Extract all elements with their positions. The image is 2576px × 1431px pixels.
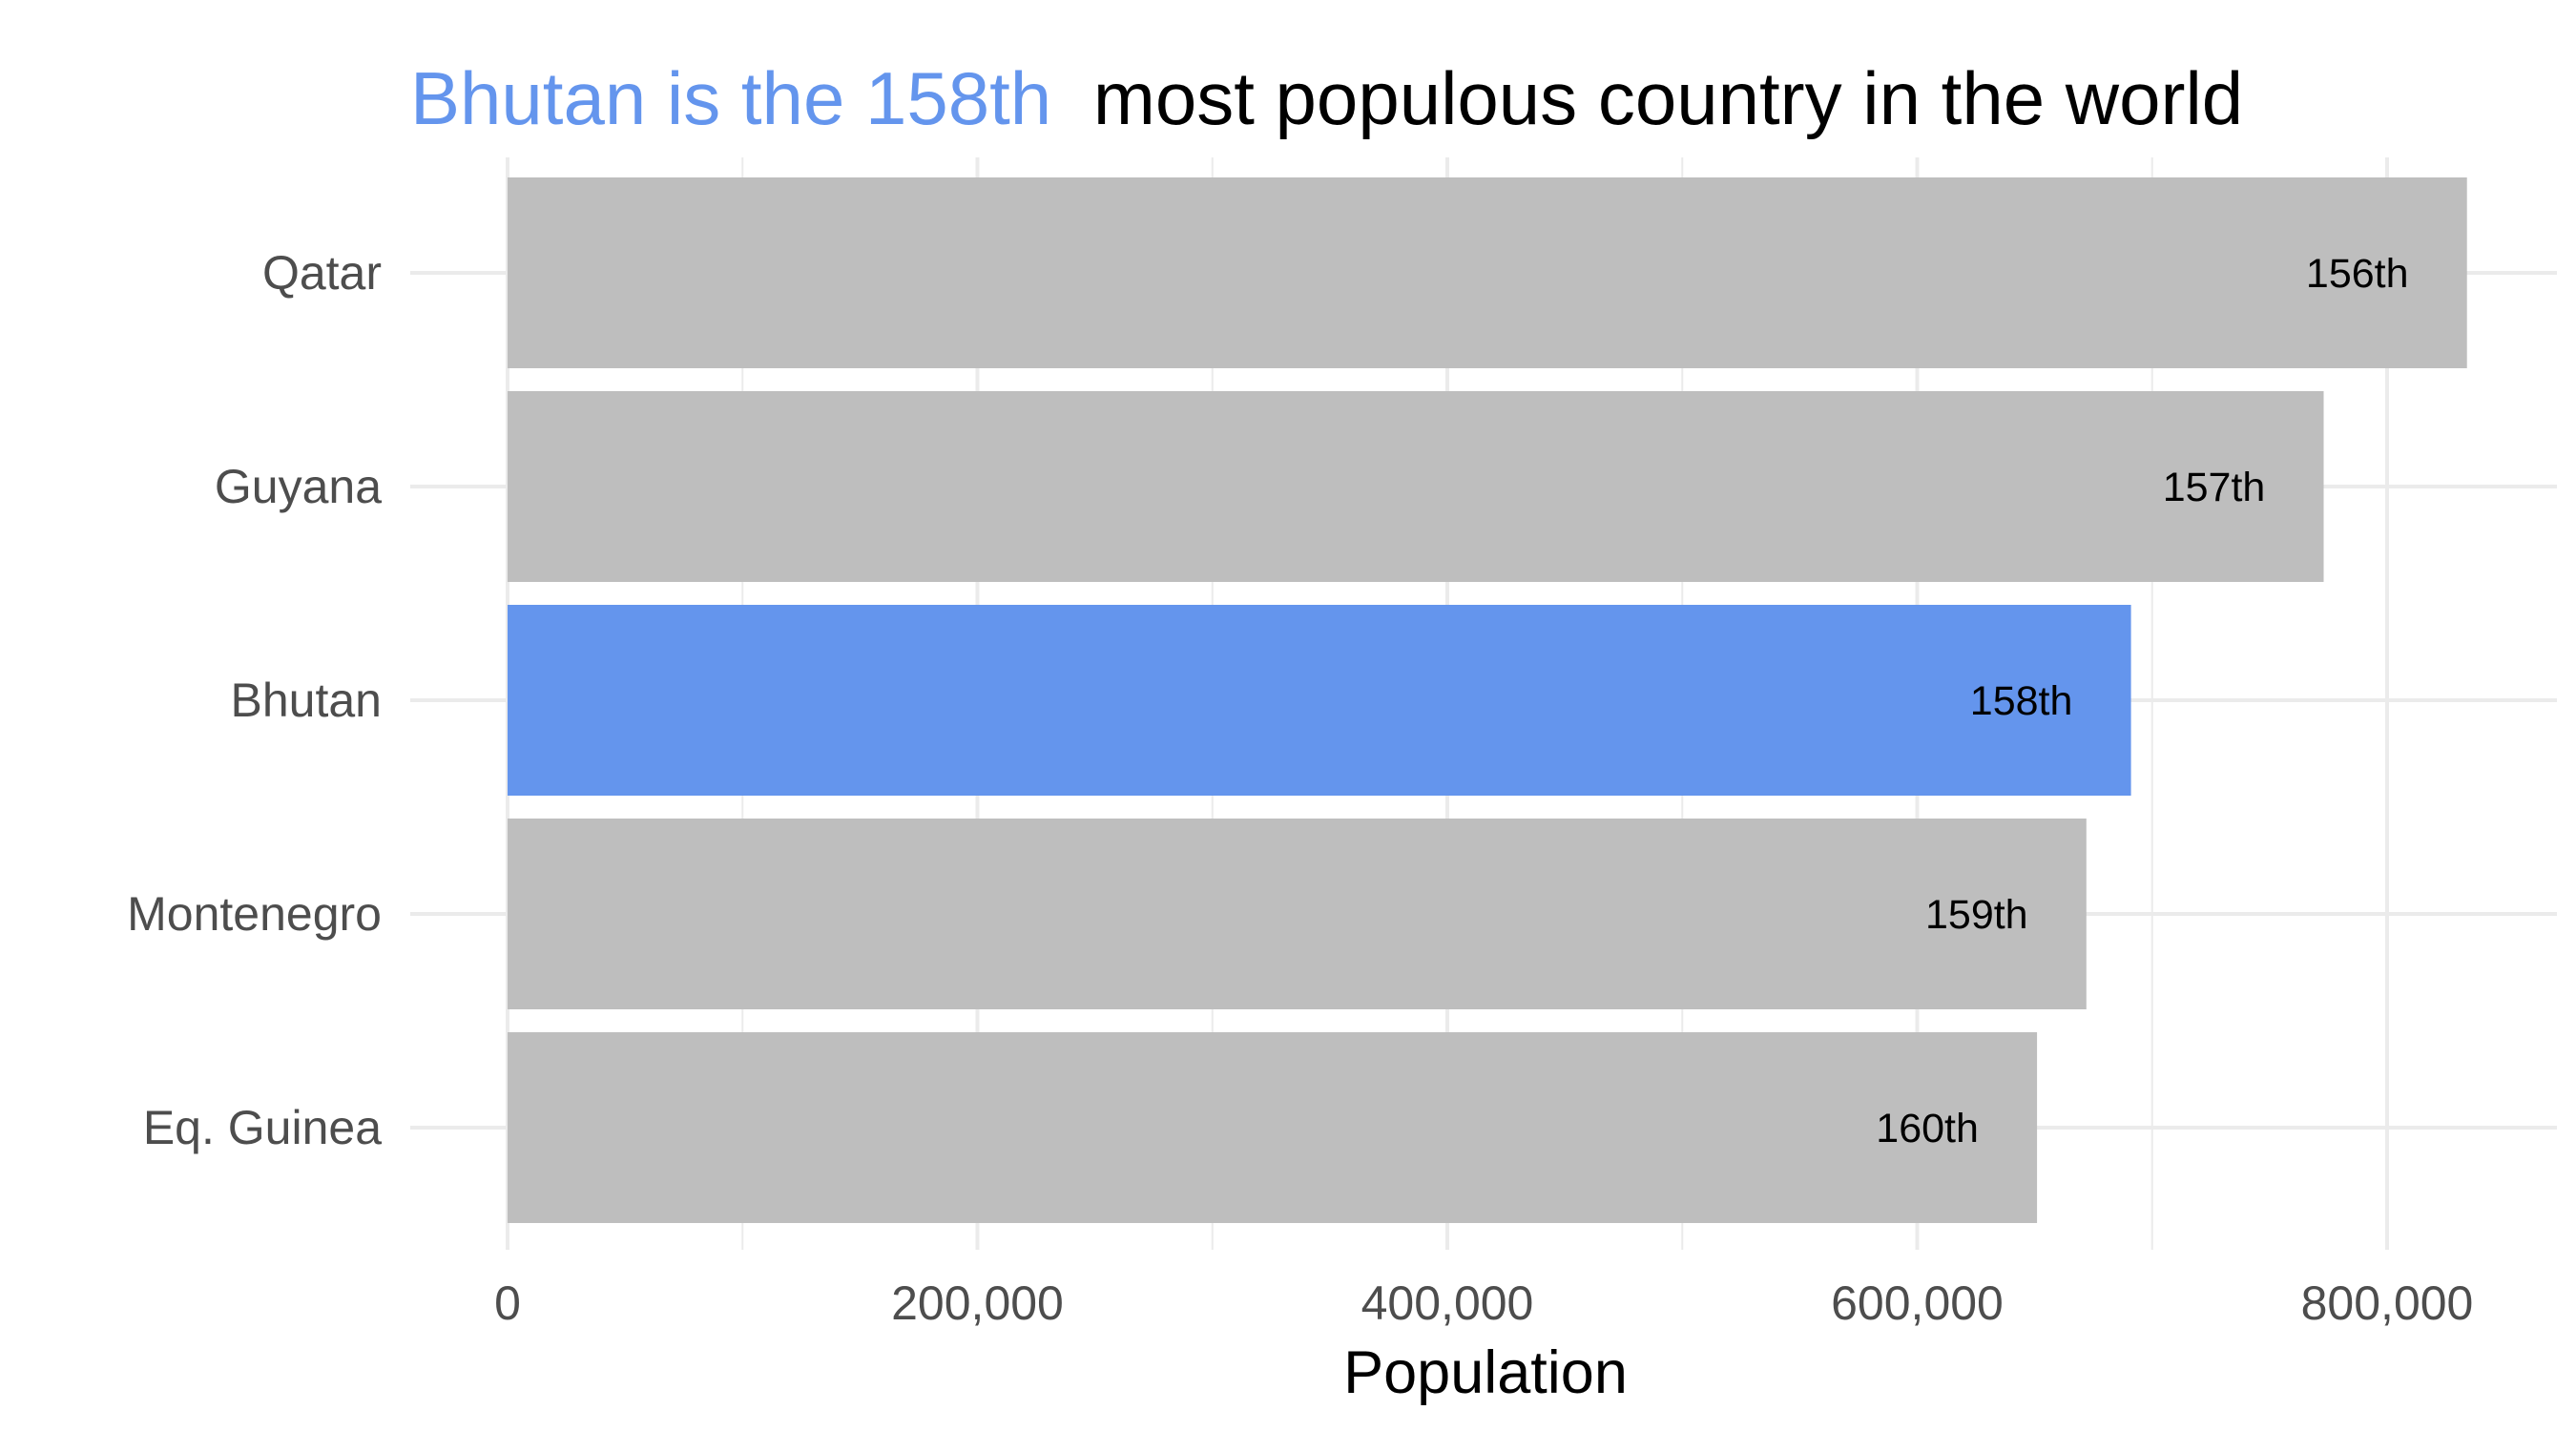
- chart-title: Bhutan is the 158th most populous countr…: [410, 56, 2243, 140]
- bar-label: 158th: [1970, 678, 2073, 724]
- bar-bhutan: [508, 605, 2131, 796]
- title-rest-part: most populous country in the world: [1093, 56, 2243, 140]
- bar-label: 156th: [2306, 251, 2409, 297]
- bar-label: 157th: [2163, 465, 2266, 510]
- bar-label: 159th: [1925, 892, 2028, 938]
- x-tick-label: 0: [494, 1276, 521, 1330]
- bar-guyana: [508, 391, 2324, 582]
- y-tick-label: Montenegro: [127, 887, 382, 941]
- title-highlight-part: Bhutan is the 158th: [410, 56, 1051, 140]
- bar-montenegro: [508, 819, 2087, 1009]
- bar-label: 160th: [1876, 1106, 1979, 1151]
- x-tick-label: 200,000: [891, 1276, 1064, 1330]
- x-tick-label: 600,000: [1831, 1276, 2004, 1330]
- y-tick-label: Bhutan: [231, 674, 382, 727]
- bar-layer: [508, 177, 2467, 1223]
- bar-eq-guinea: [508, 1032, 2038, 1223]
- y-tick-label: Qatar: [262, 246, 382, 300]
- axis-layer: Qatar Guyana Bhutan Montenegro Eq. Guinea 0 20…: [127, 246, 2473, 1330]
- x-tick-label: 400,000: [1361, 1276, 1534, 1330]
- bar-qatar: [508, 177, 2467, 368]
- y-tick-label: Guyana: [215, 460, 382, 513]
- y-tick-label: Eq. Guinea: [143, 1101, 382, 1154]
- label-layer: 156th 157th 158th 159th 160th: [1876, 251, 2408, 1151]
- x-tick-label: 800,000: [2301, 1276, 2474, 1330]
- x-axis-title: Population: [1343, 1339, 1628, 1406]
